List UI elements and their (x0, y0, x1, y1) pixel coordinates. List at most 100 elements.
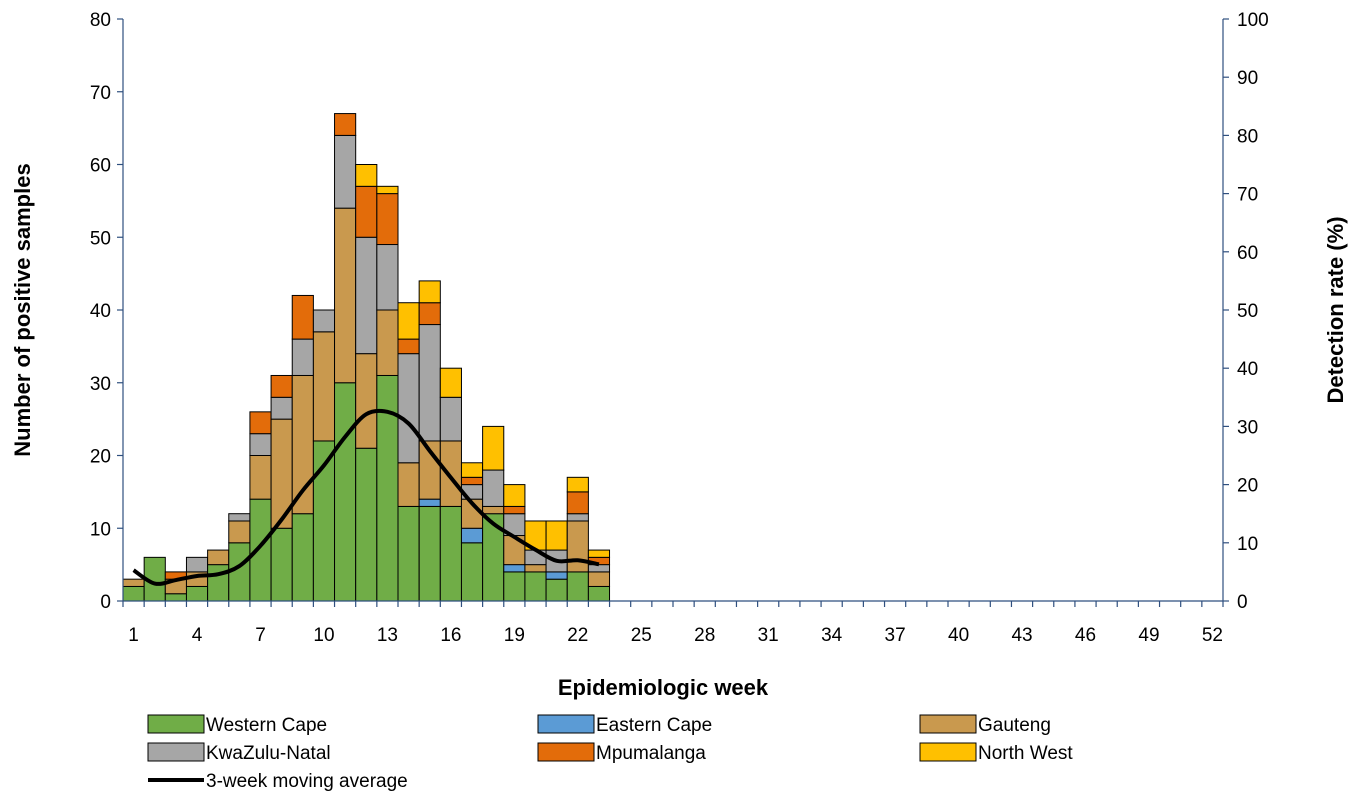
legend-label-western-cape: Western Cape (206, 715, 327, 736)
legend-label-mpumalanga: Mpumalanga (596, 743, 706, 764)
bar-gauteng-week-23 (587, 571, 611, 587)
bar-kwazulu-natal-week-8 (270, 396, 293, 420)
y2-tick-label: 90 (1237, 68, 1258, 89)
bar-north-west-week-16 (439, 367, 462, 398)
x-tick-label: 49 (1138, 625, 1159, 646)
y-tick-label: 40 (90, 301, 111, 322)
bar-gauteng-week-22 (566, 520, 589, 573)
bar-kwazulu-natal-week-9 (291, 338, 314, 376)
bar-gauteng-week-10 (312, 331, 336, 442)
y-tick-label: 20 (90, 447, 111, 468)
y2-tick-label: 80 (1237, 126, 1258, 147)
bar-western-cape-week-23 (587, 585, 611, 602)
legend: Western Cape Eastern Cape Gauteng KwaZulu-N… (147, 714, 1073, 792)
bar-gauteng-week-11 (334, 207, 357, 384)
y2-tick-label: 100 (1237, 10, 1269, 31)
bar-western-cape-week-11 (334, 382, 357, 602)
bar-north-west-week-18 (482, 425, 505, 471)
x-tick-label: 19 (504, 625, 525, 646)
bar-western-cape-week-17 (460, 542, 484, 602)
y2-tick-label: 20 (1237, 476, 1258, 497)
bar-north-west-week-13 (376, 185, 399, 195)
bar-western-cape-week-21 (545, 578, 568, 602)
bar-north-west-week-19 (503, 484, 526, 507)
legend-swatch-western-cape (147, 714, 205, 734)
legend-swatch-eastern-cape (537, 714, 595, 734)
legend-label-gauteng: Gauteng (978, 715, 1051, 736)
y-tick-label: 0 (100, 592, 111, 613)
bar-gauteng-week-1 (122, 578, 145, 587)
bar-kwazulu-natal-week-15 (418, 324, 441, 442)
bar-mpumalanga-week-11 (334, 113, 357, 136)
legend-swatch-mpumalanga (537, 742, 595, 762)
bar-western-cape-week-20 (524, 571, 547, 602)
bar-eastern-cape-week-17 (460, 527, 484, 544)
bar-mpumalanga-week-12 (355, 185, 378, 238)
bar-kwazulu-natal-week-12 (355, 236, 378, 355)
bar-eastern-cape-week-19 (503, 564, 526, 573)
bar-kwazulu-natal-week-18 (482, 469, 505, 507)
bar-kwazulu-natal-week-6 (228, 513, 251, 522)
bar-gauteng-week-20 (524, 564, 547, 573)
bar-gauteng-week-18 (482, 505, 505, 515)
bar-mpumalanga-week-15 (418, 302, 441, 326)
bar-mpumalanga-week-8 (270, 374, 293, 398)
x-tick-label: 31 (758, 625, 779, 646)
bar-north-west-week-15 (418, 280, 441, 304)
legend-label-moving-average: 3-week moving average (206, 771, 408, 792)
bar-kwazulu-natal-week-14 (397, 353, 420, 464)
bar-north-west-week-17 (460, 462, 484, 478)
y-tick-label: 60 (90, 156, 111, 177)
y-tick-label: 10 (90, 519, 111, 540)
bar-north-west-week-21 (545, 520, 568, 551)
bar-western-cape-week-16 (439, 505, 462, 602)
bar-kwazulu-natal-week-13 (376, 244, 399, 311)
y-axis-label: Number of positive samples (10, 163, 35, 456)
x-tick-label: 46 (1075, 625, 1096, 646)
legend-swatch-north-west (919, 742, 977, 762)
legend-label-eastern-cape: Eastern Cape (596, 715, 712, 736)
bar-western-cape-week-12 (355, 447, 378, 602)
bar-mpumalanga-week-7 (249, 411, 272, 435)
bar-kwazulu-natal-week-16 (439, 396, 462, 442)
x-tick-label: 25 (631, 625, 652, 646)
y-tick-label: 70 (90, 83, 111, 104)
bar-western-cape-week-9 (291, 513, 314, 602)
x-tick-label: 7 (255, 625, 266, 646)
moving-average-line (132, 408, 600, 586)
legend-label-north-west: North West (978, 743, 1073, 764)
bar-kwazulu-natal-week-11 (334, 134, 357, 209)
bars-layer (122, 113, 611, 602)
y-tick-label: 50 (90, 228, 111, 249)
y2-tick-label: 0 (1237, 592, 1248, 613)
bar-western-cape-week-8 (270, 527, 293, 602)
legend-label-kwazulu-natal: KwaZulu-Natal (206, 743, 331, 764)
x-tick-label: 28 (694, 625, 715, 646)
bar-north-west-week-22 (566, 476, 589, 493)
bar-gauteng-week-5 (207, 549, 230, 566)
bar-kwazulu-natal-week-7 (249, 433, 272, 456)
moving-average-layer (132, 408, 600, 586)
bar-western-cape-week-7 (249, 498, 272, 602)
bar-gauteng-week-6 (228, 520, 251, 544)
bar-western-cape-week-22 (566, 571, 589, 602)
y2-tick-label: 40 (1237, 359, 1258, 380)
bar-kwazulu-natal-week-23 (587, 564, 611, 573)
ticks-layer: 0 10 20 30 40 50 60 70 80 0 10 20 30 40 50 60 70 80 90 100 1… (90, 10, 1269, 646)
bar-gauteng-week-7 (249, 455, 272, 500)
bar-gauteng-week-14 (397, 462, 420, 507)
bar-gauteng-week-13 (376, 309, 399, 376)
x-axis-label: Epidemiologic week (558, 675, 769, 700)
bar-kwazulu-natal-week-10 (312, 309, 336, 333)
x-tick-label: 10 (313, 625, 334, 646)
x-tick-label: 52 (1202, 625, 1223, 646)
bar-north-west-week-23 (587, 549, 611, 558)
bar-eastern-cape-week-21 (545, 571, 568, 580)
bar-western-cape-week-5 (207, 564, 230, 602)
y2-axis-label: Detection rate (%) (1323, 216, 1348, 403)
bar-mpumalanga-week-17 (460, 476, 484, 486)
bar-mpumalanga-week-9 (291, 294, 314, 340)
y-tick-label: 30 (90, 374, 111, 395)
x-tick-label: 13 (377, 625, 398, 646)
